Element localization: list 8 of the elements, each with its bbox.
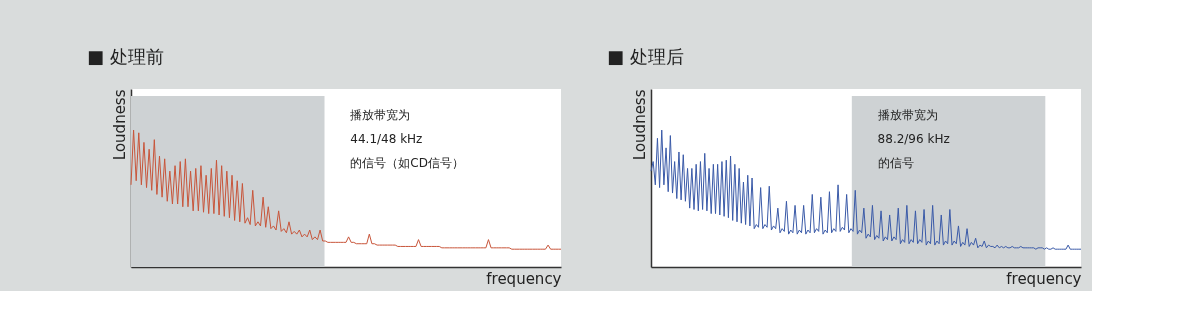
chart-title: ■ 处理前 [87, 46, 164, 67]
chart-title: ■ 处理后 [607, 46, 684, 67]
y-axis-title: Loudness [630, 89, 649, 161]
x-axis-title: frequency [1006, 269, 1082, 288]
annotation: 播放带宽为 88.2/96 kHz 的信号 [877, 108, 950, 171]
annotation: 播放带宽为 44.1/48 kHz 的信号（如CD信号） [350, 108, 464, 171]
x-axis-title: frequency [486, 269, 562, 288]
y-axis-title: Loudness [110, 89, 129, 161]
